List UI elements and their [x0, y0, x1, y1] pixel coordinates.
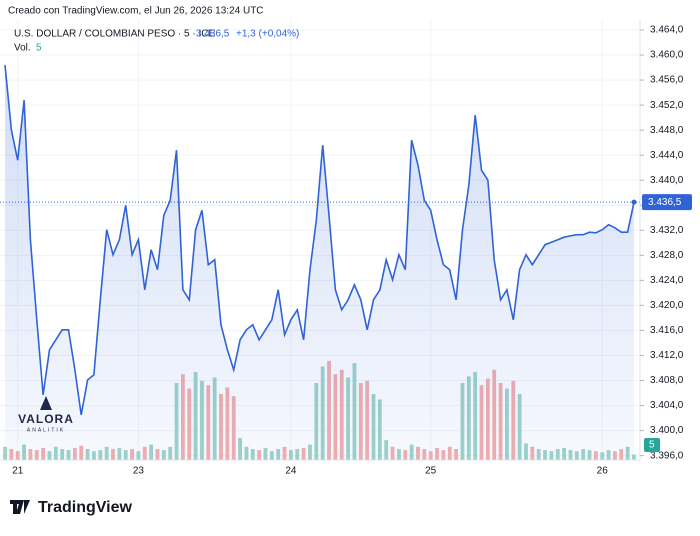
brand: TradingView	[38, 499, 133, 516]
y-tick-label: 3.396,0	[650, 450, 684, 461]
volume-badge-label: 5	[649, 440, 655, 451]
y-tick-label: 3.408,0	[650, 375, 684, 386]
y-tick-label: 3.416,0	[650, 325, 684, 336]
price-line	[4, 65, 635, 416]
price-badge-label: 3.436,5	[648, 197, 682, 208]
y-tick-label: 3.428,0	[650, 250, 684, 261]
watermark: VALORA	[18, 412, 74, 426]
y-tick-label: 3.404,0	[650, 400, 684, 411]
x-tick-label: 26	[597, 466, 609, 477]
volume-title: Vol.	[14, 43, 31, 54]
watermark-icon	[40, 396, 52, 410]
area-fill	[5, 65, 634, 460]
credit: Creado con TradingView.com, el Jun 26, 2…	[8, 6, 264, 17]
watermark-sub: ANALITIK	[27, 427, 65, 433]
y-tick-label: 3.440,0	[650, 175, 684, 186]
price-badge	[642, 194, 692, 211]
legend-change: +1,3 (+0,04%)	[236, 29, 299, 40]
y-tick-label: 3.456,0	[650, 75, 684, 86]
brand-logo	[10, 500, 30, 514]
y-tick-label: 3.460,0	[650, 50, 684, 61]
x-tick-label: 21	[12, 466, 24, 477]
y-tick-label: 3.448,0	[650, 125, 684, 136]
y-tick-label: 3.400,0	[650, 425, 684, 436]
y-tick-label: 3.420,0	[650, 300, 684, 311]
y-tick-label: 3.452,0	[650, 100, 684, 111]
volume-legend: 5	[36, 43, 42, 54]
x-tick-label: 25	[425, 466, 437, 477]
y-tick-label: 3.432,0	[650, 225, 684, 236]
y-tick-label: 3.424,0	[650, 275, 684, 286]
y-tick-label: 3.412,0	[650, 350, 684, 361]
legend-title: U.S. DOLLAR / COLOMBIAN PESO · 5 · ICE	[14, 29, 215, 40]
x-tick-label: 24	[285, 466, 297, 477]
last-point	[631, 199, 637, 205]
legend-last: 3.436,5	[196, 29, 230, 40]
volume-badge	[644, 438, 660, 452]
x-tick-label: 23	[133, 466, 145, 477]
y-tick-label: 3.464,0	[650, 25, 684, 36]
y-tick-label: 3.444,0	[650, 150, 684, 161]
